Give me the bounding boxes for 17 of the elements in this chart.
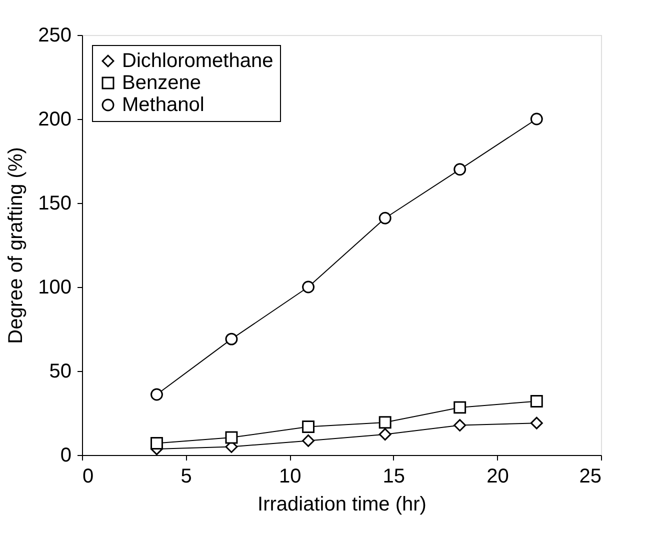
legend-label: Benzene bbox=[122, 72, 201, 94]
x-tick-label: 0 bbox=[82, 466, 94, 488]
x-tick-label: 25 bbox=[579, 466, 602, 488]
x-axis-title: Irradiation time (hr) bbox=[258, 494, 426, 516]
x-tick-label: 10 bbox=[278, 466, 302, 488]
x-tick-label: 5 bbox=[180, 466, 192, 488]
y-tick-label: 50 bbox=[49, 360, 72, 382]
x-tick-label: 15 bbox=[382, 466, 406, 488]
y-tick-label: 150 bbox=[38, 192, 72, 214]
y-axis-title: Degree of grafting (%) bbox=[5, 147, 28, 344]
y-tick-label: 200 bbox=[38, 108, 72, 130]
y-tick-label: 250 bbox=[38, 24, 72, 46]
y-tick-label: 100 bbox=[38, 276, 72, 298]
legend-label: Dichloromethane bbox=[122, 50, 274, 72]
y-tick-label: 0 bbox=[60, 444, 72, 466]
x-tick-label: 20 bbox=[486, 466, 509, 488]
legend-label: Methanol bbox=[122, 94, 204, 116]
